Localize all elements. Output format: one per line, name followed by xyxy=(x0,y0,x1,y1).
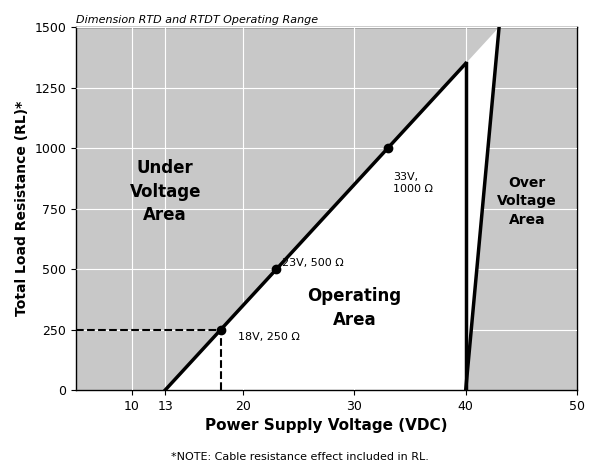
Text: 18V, 250 Ω: 18V, 250 Ω xyxy=(238,333,299,342)
Text: 23V, 500 Ω: 23V, 500 Ω xyxy=(282,258,344,268)
Y-axis label: Total Load Resistance (RL)*: Total Load Resistance (RL)* xyxy=(15,101,29,316)
Text: Operating
Area: Operating Area xyxy=(307,287,401,329)
Text: *NOTE: Cable resistance effect included in RL.: *NOTE: Cable resistance effect included … xyxy=(171,453,429,462)
Text: 33V,
1000 Ω: 33V, 1000 Ω xyxy=(394,172,433,194)
Text: Dimension RTD and RTDT Operating Range: Dimension RTD and RTDT Operating Range xyxy=(76,15,318,25)
Polygon shape xyxy=(165,64,466,390)
Text: Over
Voltage
Area: Over Voltage Area xyxy=(497,176,557,227)
Text: Under
Voltage
Area: Under Voltage Area xyxy=(130,159,201,224)
X-axis label: Power Supply Voltage (VDC): Power Supply Voltage (VDC) xyxy=(205,418,448,433)
Polygon shape xyxy=(466,27,499,390)
